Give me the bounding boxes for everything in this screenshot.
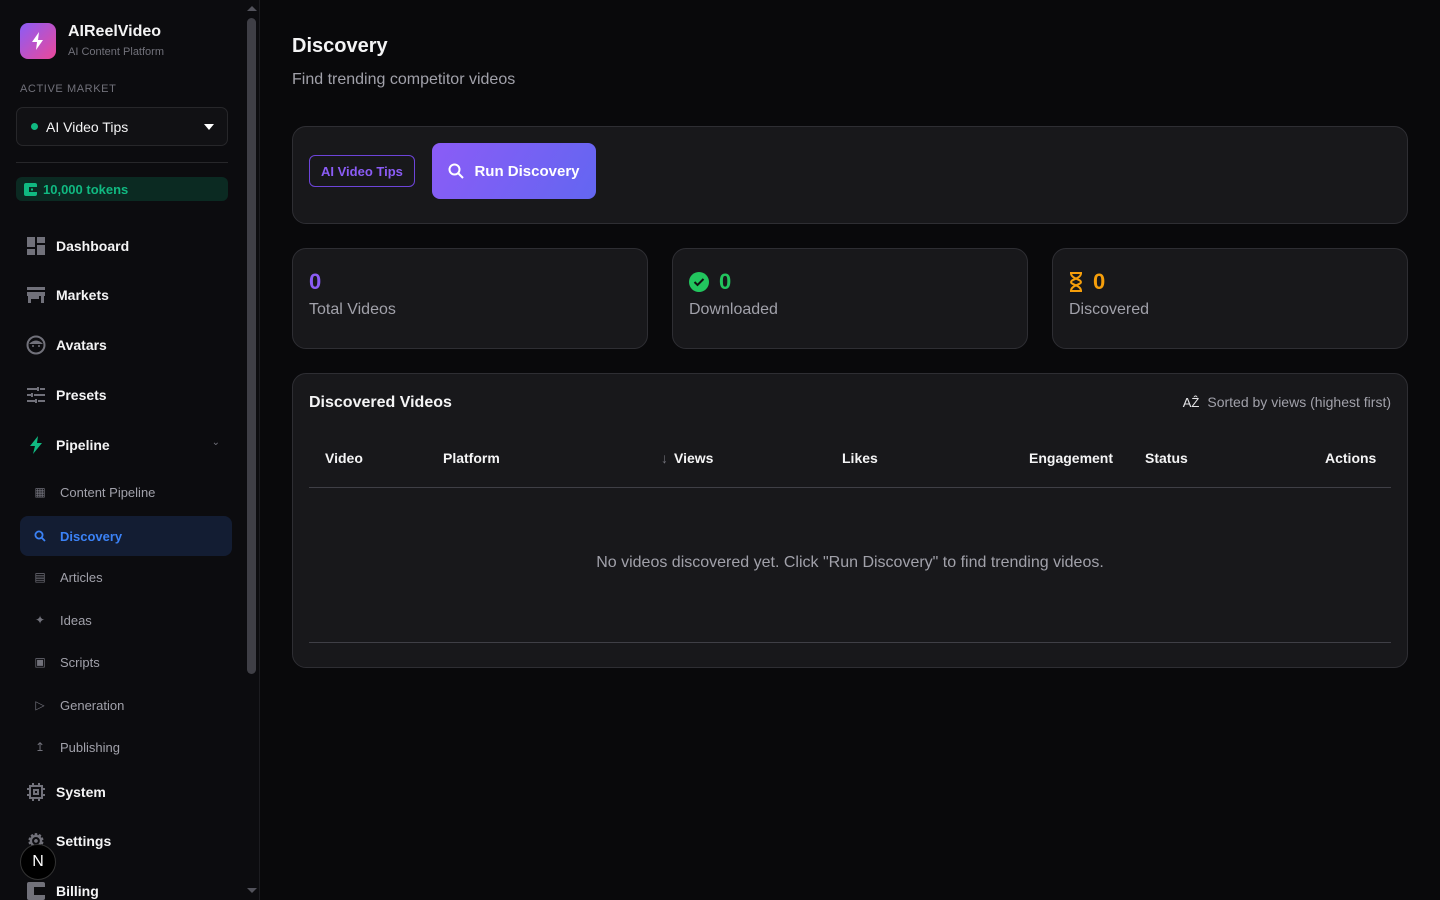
column-views[interactable]: ↓ Views [661,450,713,466]
caret-down-icon [204,124,214,130]
nav-label: Settings [56,833,112,849]
brand-subtitle: AI Content Platform [68,46,164,58]
nav-generation[interactable]: ▷ Generation [20,685,232,725]
token-balance[interactable]: 10,000 tokens [16,177,228,201]
discovery-toolbar: AI Video Tips Run Discovery [292,126,1408,224]
divider [16,162,228,163]
nav-label: Avatars [56,337,107,353]
nav-label: Billing [56,883,99,899]
nav-articles[interactable]: ▤ Articles [20,557,232,597]
bolt-icon [26,435,46,455]
sort-az-icon: AẐ [1182,394,1200,410]
stat-label: Downloaded [689,301,778,318]
stat-total-videos: 0 Total Videos [292,248,648,349]
column-video[interactable]: Video [325,450,363,466]
nav-avatars[interactable]: Avatars [20,335,107,355]
footer-divider [309,642,1391,643]
nav-system[interactable]: System [20,782,106,802]
scroll-down-icon[interactable] [247,888,257,893]
nav-label: Pipeline [56,437,110,453]
hourglass-icon [1069,272,1083,292]
market-selected: AI Video Tips [46,118,129,135]
sort-note: AẐ Sorted by views (highest first) [1183,394,1391,410]
brand-name: AIReelVideo [68,23,162,40]
stat-discovered: 0 Discovered [1052,248,1408,349]
document-icon: ▣ [34,655,46,669]
nav-discovery[interactable]: Discovery [20,516,232,556]
dev-badge[interactable]: N [20,844,56,880]
check-circle-icon [689,272,709,292]
column-platform[interactable]: Platform [443,450,500,466]
stat-label: Total Videos [309,301,396,318]
stat-label: Discovered [1069,301,1150,318]
column-label: Views [674,450,714,466]
nav-ideas[interactable]: ✦ Ideas [20,600,232,640]
nav-label: Scripts [60,654,100,670]
nav-label: System [56,784,106,800]
sparkle-icon: ✦ [34,613,46,627]
run-discovery-button[interactable]: Run Discovery [432,143,596,199]
nav-label: Articles [60,569,103,585]
nav-label: Generation [60,697,125,713]
search-icon [448,163,465,179]
sidebar: AIReelVideo AI Content Platform ACTIVE M… [0,0,244,900]
article-icon: ▤ [34,570,46,584]
logo-bolt-icon [20,23,56,59]
empty-state: No videos discovered yet. Click "Run Dis… [596,554,1104,571]
column-engagement[interactable]: Engagement [1029,450,1114,466]
nav-content-pipeline[interactable]: ▦ Content Pipeline [20,472,232,512]
play-circle-icon: ▷ [35,698,45,712]
sliders-icon [26,385,46,405]
face-icon [26,335,46,355]
token-count: 10,000 tokens [43,181,129,197]
nav-pipeline[interactable]: Pipeline ⌄ [20,435,220,455]
nav-label: Markets [56,287,109,303]
stat-value: 0 [309,269,322,294]
discovered-videos-panel: Discovered Videos AẐ Sorted by views (hi… [292,373,1408,668]
nav-label: Publishing [60,739,120,755]
nav-scripts[interactable]: ▣ Scripts [20,642,232,682]
nav-label: Discovery [60,528,123,544]
chip-icon [26,782,46,802]
store-icon [26,285,46,305]
page-title: Discovery [292,35,388,57]
nav-label: Presets [56,387,107,403]
market-chip[interactable]: AI Video Tips [309,155,415,187]
search-icon [33,530,47,542]
sort-note-text: Sorted by views (highest first) [1207,394,1391,410]
upload-icon: ↥ [34,740,46,754]
nav-dashboard[interactable]: Dashboard [20,236,129,256]
chevron-down-icon: ⌄ [211,437,220,448]
column-status[interactable]: Status [1145,450,1188,466]
stat-value: 0 [1093,269,1106,294]
status-dot [31,123,38,130]
dashboard-icon [26,236,46,256]
column-actions: Actions [1325,450,1377,466]
nav-label: Dashboard [56,238,130,254]
nav-label: Content Pipeline [60,484,156,500]
nav-billing[interactable]: Billing [20,881,99,900]
wallet-icon [26,881,46,900]
nav-presets[interactable]: Presets [20,385,107,405]
panel-title: Discovered Videos [309,394,452,411]
page-subtitle: Find trending competitor videos [292,71,516,88]
wallet-icon [24,182,37,196]
nav-publishing[interactable]: ↥ Publishing [20,727,232,767]
run-discovery-label: Run Discovery [474,162,580,180]
column-likes[interactable]: Likes [842,450,878,466]
header-divider [309,487,1391,488]
flow-icon: ▦ [34,485,46,499]
stat-downloaded: 0 Downloaded [672,248,1028,349]
scroll-up-icon[interactable] [247,6,257,11]
arrow-down-icon: ↓ [661,450,668,466]
active-market-label: ACTIVE MARKET [20,83,117,95]
nav-markets[interactable]: Markets [20,285,109,305]
scrollbar-thumb[interactable] [247,18,256,674]
stat-value: 0 [719,269,732,294]
market-select[interactable]: AI Video Tips [16,107,228,146]
nav-label: Ideas [60,612,92,628]
